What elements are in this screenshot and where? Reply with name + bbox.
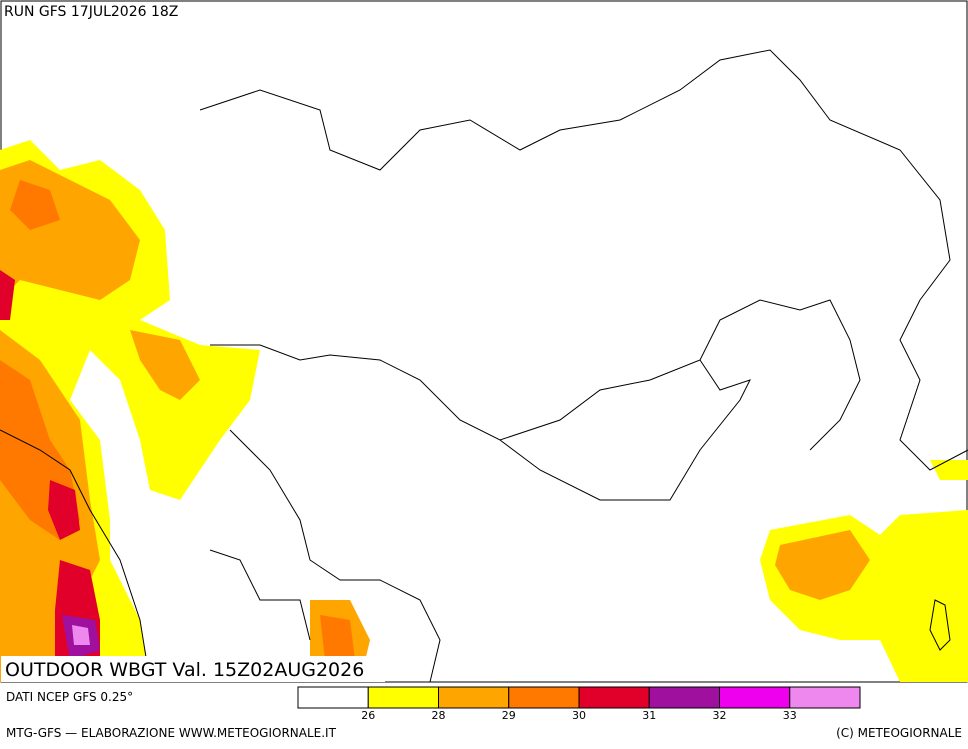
coastline — [199, 49, 968, 471]
colorbar-box — [648, 686, 720, 709]
border — [499, 359, 751, 501]
footer-right: (C) METEOGIORNALE — [836, 726, 962, 740]
colorbar-label: 29 — [502, 709, 516, 722]
colorbar: 26 28 29 30 31 32 33 — [297, 686, 861, 722]
heat-area — [0, 180, 80, 540]
colorbar-box — [578, 686, 650, 709]
heat-area — [0, 270, 100, 682]
colorbar-box — [297, 686, 369, 709]
colorbar-box — [789, 686, 861, 709]
heat-area — [775, 530, 870, 600]
border — [229, 429, 441, 683]
heat-area — [320, 615, 355, 660]
heat-area — [760, 460, 968, 682]
map-title: OUTDOOR WBGT Val. 15Z02AUG2026 — [5, 659, 364, 681]
colorbar-label: 26 — [361, 709, 375, 722]
heat-area — [0, 160, 200, 682]
map: RUN GFS 17JUL2026 18Z OUTDOOR WBGT Val. … — [0, 0, 968, 683]
coastline — [929, 599, 951, 651]
colorbar-box — [719, 686, 791, 709]
colorbar-label: 32 — [713, 709, 727, 722]
colorbar-label: 30 — [572, 709, 586, 722]
colorbar-label: 28 — [432, 709, 446, 722]
colorbar-box — [438, 686, 510, 709]
colorbar-box — [508, 686, 580, 709]
title-box — [1, 656, 385, 682]
footer-left: MTG-GFS — ELABORAZIONE WWW.METEOGIORNALE… — [6, 726, 337, 740]
heat-area — [72, 625, 90, 645]
data-source: DATI NCEP GFS 0.25° — [6, 690, 133, 704]
colorbar-label: 33 — [783, 709, 797, 722]
coastline — [0, 429, 151, 683]
colorbar-box — [367, 686, 439, 709]
coastline — [209, 549, 311, 641]
border — [210, 299, 861, 451]
run-label: RUN GFS 17JUL2026 18Z — [4, 4, 178, 20]
colorbar-label: 31 — [642, 709, 656, 722]
